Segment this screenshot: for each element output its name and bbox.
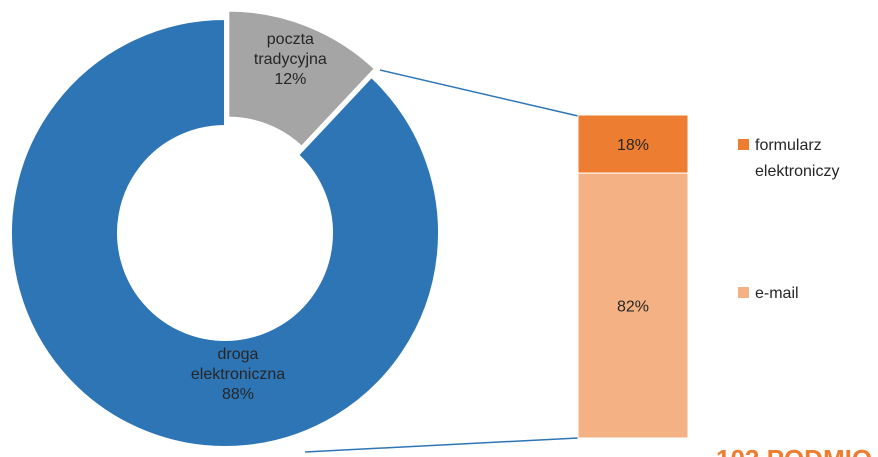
bar-segment <box>577 114 689 174</box>
bar-value-label: 18% <box>617 137 649 154</box>
donut-slice <box>10 17 440 448</box>
donut-slice <box>227 9 377 149</box>
legend-swatch <box>738 139 749 150</box>
slice-value-label: 12% <box>274 71 306 88</box>
connector-line <box>379 69 579 117</box>
annotation: 102 PODMIO <box>716 444 872 457</box>
connector-line <box>304 437 579 453</box>
legend-swatch <box>738 287 749 298</box>
bar-value-label: 82% <box>617 299 649 316</box>
legend-label: e-mail <box>755 285 799 302</box>
slice-value-label: 88% <box>222 386 254 403</box>
slice-label: poczta tradycyjna <box>254 31 327 68</box>
slice-label: droga elektroniczna <box>191 346 285 383</box>
bar-segment <box>577 172 689 439</box>
legend-label: formularz elektroniczy <box>755 137 839 180</box>
